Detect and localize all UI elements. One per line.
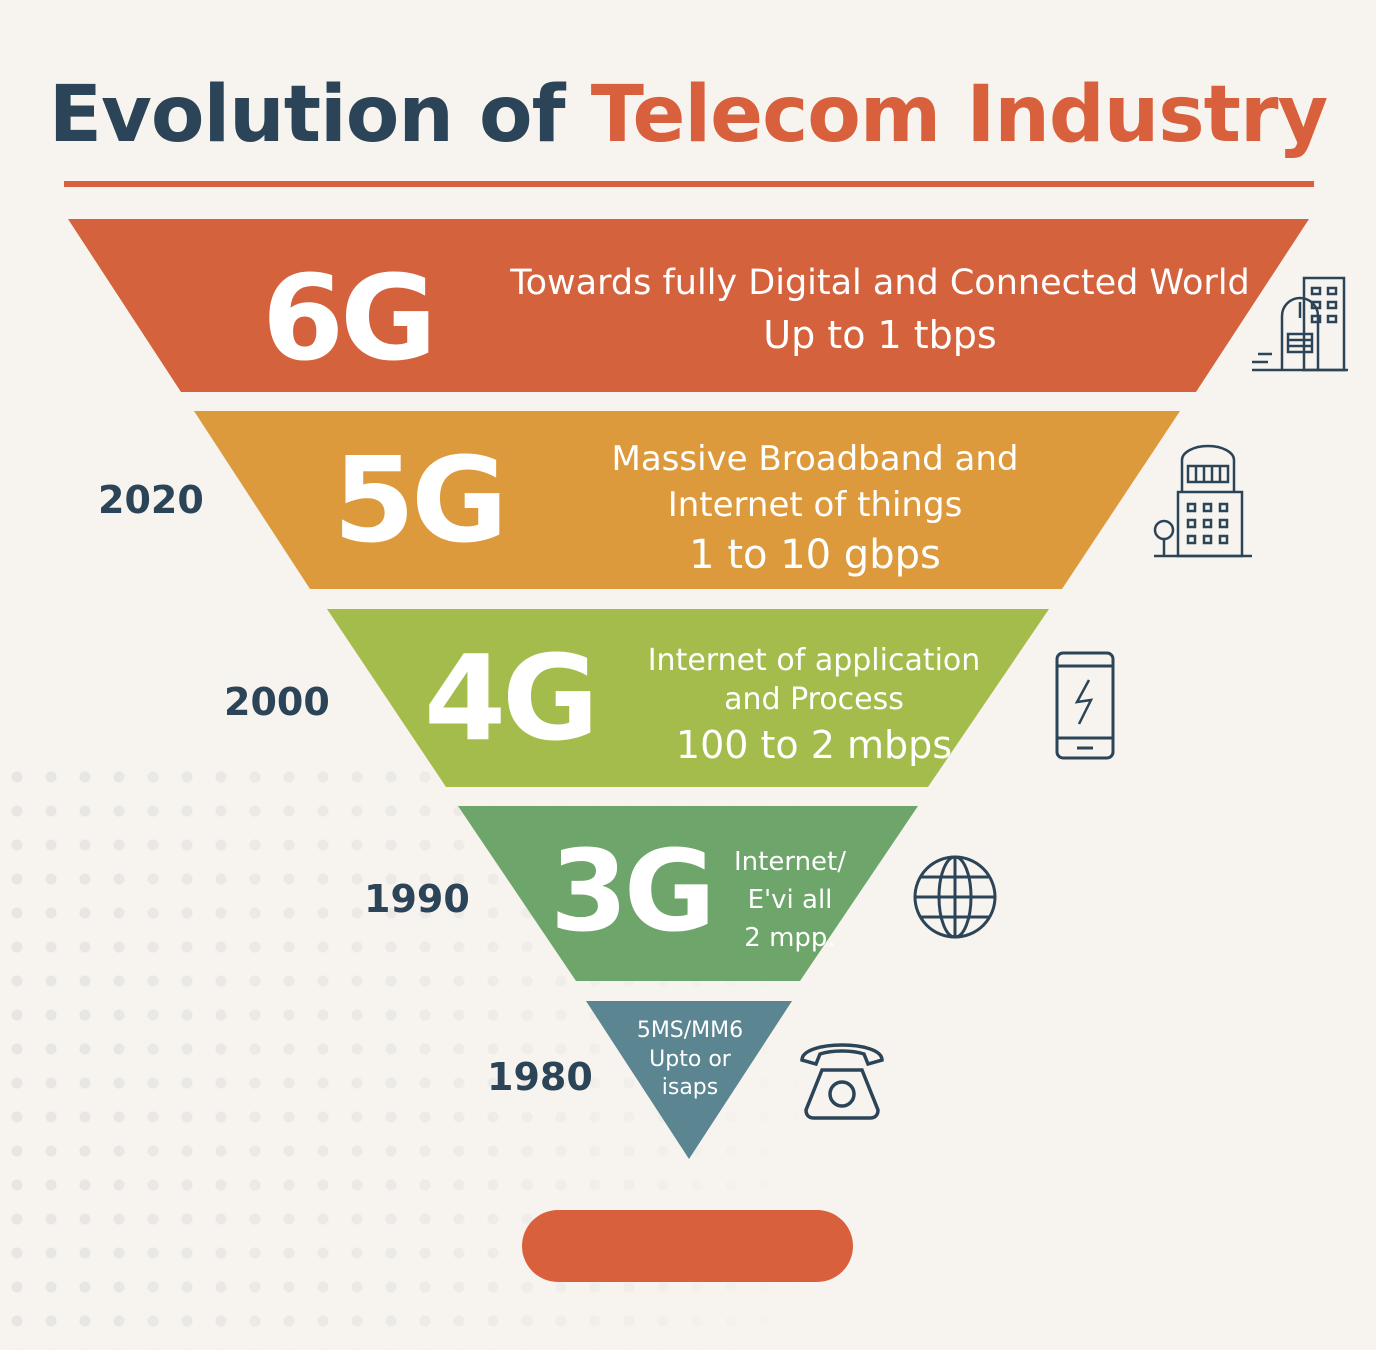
band-6g: 6G Towards fully Digital and Connected W… <box>0 219 1376 392</box>
gen-label-3g: 3G <box>550 827 716 957</box>
band-3g-speed: 2 mpp. <box>744 922 836 953</box>
smartphone-icon <box>1055 651 1115 760</box>
band-3g-shape <box>458 806 918 981</box>
band-6g-line1: Towards fully Digital and Connected Worl… <box>510 263 1250 303</box>
gen-label-5g: 5G <box>333 431 508 569</box>
band-3g-line1: Internet/ <box>734 847 846 877</box>
gen-label-6g: 6G <box>262 249 437 387</box>
gen-label-4g: 4G <box>424 629 599 767</box>
title-part-dark: Evolution of <box>48 70 566 160</box>
telephone-icon <box>800 1043 884 1120</box>
year-1980: 1980 <box>487 1055 593 1099</box>
year-2000: 2000 <box>224 680 330 724</box>
band-4g-shape <box>327 609 1049 787</box>
band-5g-speed: 1 to 10 gbps <box>689 532 941 579</box>
band-5g-line2: Internet of things <box>667 485 963 526</box>
band-4g-description: Internet of application and Process 100 … <box>640 641 988 770</box>
band-2g-line3: isaps <box>661 1075 719 1101</box>
year-1990: 1990 <box>364 877 470 921</box>
city-building-icon <box>1153 444 1252 558</box>
band-5g-shape <box>194 411 1180 589</box>
page-title: Evolution of Telecom Industry <box>0 70 1376 160</box>
band-2g: 5MS/MM6 Upto or isaps <box>0 1001 1376 1161</box>
title-underline <box>64 181 1314 187</box>
band-5g-description: Massive Broadband and Internet of things… <box>580 437 1050 581</box>
band-6g-speed: Up to 1 tbps <box>763 312 997 357</box>
bottom-bar <box>522 1210 853 1282</box>
band-6g-shape <box>68 219 1309 392</box>
globe-icon <box>913 855 997 939</box>
band-3g: 3G Internet/ E'vi all 2 mpp. <box>0 806 1376 981</box>
band-2g-description: 5MS/MM6 Upto or isaps <box>604 1017 776 1103</box>
band-3g-description: Internet/ E'vi all 2 mpp. <box>720 846 860 955</box>
band-4g-speed: 100 to 2 mbps <box>675 723 953 767</box>
band-2g-shape <box>586 1001 792 1159</box>
band-4g: 4G Internet of application and Process 1… <box>0 609 1376 787</box>
band-2g-line1: 5MS/MM6 <box>636 1018 744 1043</box>
band-5g: 5G Massive Broadband and Internet of thi… <box>0 411 1376 589</box>
band-4g-line1: Internet of application <box>647 643 981 678</box>
title-part-accent: Telecom Industry <box>590 70 1329 160</box>
band-4g-line2: and Process <box>724 682 904 717</box>
band-2g-line2: Upto or <box>649 1046 731 1072</box>
year-2020: 2020 <box>98 478 204 522</box>
band-5g-line1: Massive Broadband and <box>611 439 1019 479</box>
buildings-icon <box>1252 276 1348 372</box>
band-6g-description: Towards fully Digital and Connected Worl… <box>490 261 1270 360</box>
band-3g-line2: E'vi all <box>747 884 833 915</box>
